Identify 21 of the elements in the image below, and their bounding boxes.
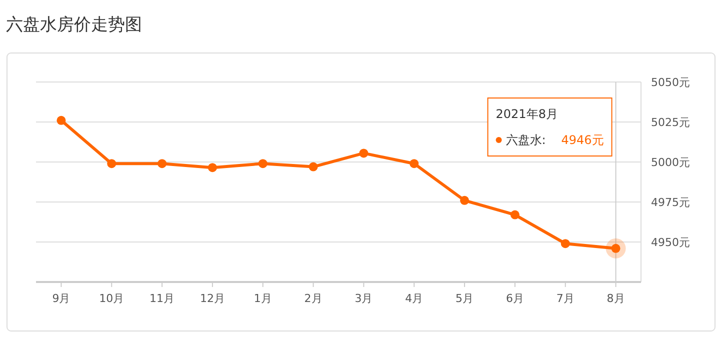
y-tick-label: 4975元 [651, 196, 690, 209]
x-tick-label: 6月 [506, 292, 524, 305]
annotation: 4946元 [561, 133, 604, 147]
x-tick-label: 11月 [150, 292, 175, 305]
x-tick-label: 7月 [556, 292, 574, 305]
chart-title: 六盘水房价走势图 [6, 15, 142, 35]
x-tick-label: 9月 [52, 292, 70, 305]
x-tick-label: 1月 [254, 292, 272, 305]
x-tick-label: 10月 [99, 292, 124, 305]
x-tick-label: 5月 [456, 292, 474, 305]
y-tick-label: 5000元 [651, 156, 690, 169]
x-tick-label: 3月 [354, 292, 373, 305]
y-tick-label: 4950元 [651, 236, 690, 249]
x-tick-label: 12月 [200, 292, 225, 305]
annotation: : [542, 133, 546, 147]
x-tick-label: 4月 [405, 292, 424, 305]
y-tick-label: 5050元 [651, 76, 690, 89]
x-tick-label: 8月 [606, 292, 625, 305]
y-tick-label: 5025元 [651, 116, 690, 129]
x-tick-label: 2月 [304, 292, 322, 305]
annotation: 2021年8月 [496, 107, 558, 121]
